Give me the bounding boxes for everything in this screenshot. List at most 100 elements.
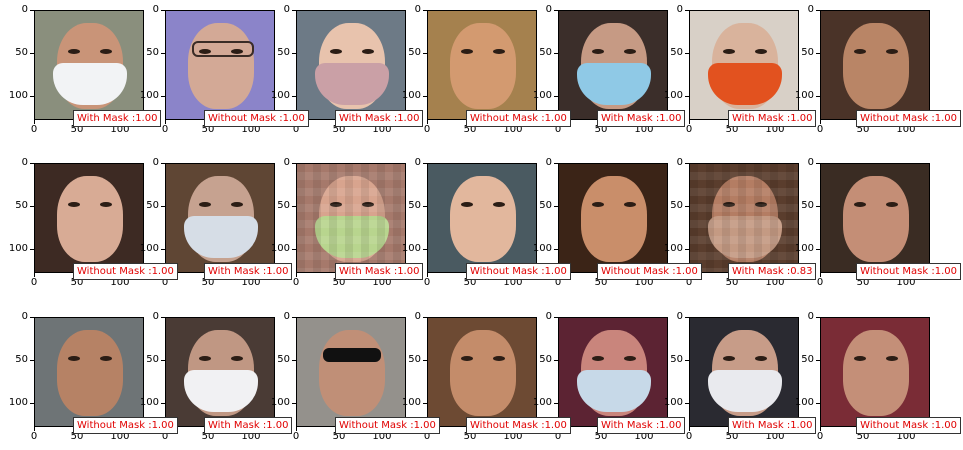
y-tick-mark [292, 402, 296, 404]
x-tick-label: 100 [241, 431, 261, 442]
y-tick-mark [816, 163, 820, 164]
x-tick-label: 50 [725, 124, 739, 135]
face-shape [450, 330, 516, 416]
mask-shape [577, 63, 651, 105]
y-tick-label: 50 [801, 199, 814, 211]
prediction-label: Without Mask :1.00 [856, 263, 961, 280]
eye-shape [330, 49, 342, 54]
eye-shape [199, 202, 211, 207]
x-tick-label: 100 [503, 124, 523, 135]
y-tick-mark [161, 52, 165, 54]
y-tick-mark [423, 10, 427, 11]
y-tick-mark [423, 205, 427, 207]
mask-shape [708, 63, 782, 105]
prediction-label: With Mask :0.83 [728, 263, 817, 280]
prediction-panel: 0 50 100 0 50 100 With Mask :1.00 [131, 153, 293, 293]
x-tick-label: 50 [725, 277, 739, 288]
prediction-panel: 0 50 100 0 50 100 Without Mask :1.00 [393, 307, 571, 447]
y-tick-label: 100 [8, 242, 28, 254]
y-tick-mark [554, 402, 558, 404]
x-tick-label: 100 [896, 431, 916, 442]
y-tick-mark [685, 10, 689, 11]
face-image [820, 163, 930, 273]
eye-shape [68, 202, 80, 207]
eye-shape [854, 49, 866, 54]
x-tick-label: 0 [292, 124, 300, 135]
eye-shape [199, 356, 211, 361]
x-tick-mark [34, 427, 35, 431]
face-shape [188, 23, 254, 109]
x-tick-label: 0 [685, 277, 693, 288]
eye-shape [100, 356, 112, 361]
y-tick-mark [423, 359, 427, 361]
prediction-label: Without Mask :1.00 [856, 417, 961, 434]
x-tick-label: 0 [554, 124, 562, 135]
eye-shape [493, 202, 505, 207]
x-tick-label: 50 [594, 277, 608, 288]
prediction-label: Without Mask :1.00 [73, 263, 178, 280]
x-tick-label: 50 [856, 277, 870, 288]
y-tick-label: 100 [794, 242, 814, 254]
y-tick-mark [30, 52, 34, 54]
y-tick-label: 100 [270, 89, 290, 101]
y-tick-label: 50 [539, 353, 552, 365]
y-tick-label: 100 [270, 396, 290, 408]
x-tick-label: 0 [816, 431, 824, 442]
y-tick-label: 100 [401, 396, 421, 408]
face-image [165, 10, 275, 120]
y-tick-label: 50 [277, 46, 290, 58]
face-image [558, 163, 668, 273]
y-tick-label: 50 [408, 199, 421, 211]
mask-shape [184, 216, 258, 258]
y-tick-mark [423, 402, 427, 404]
y-tick-label: 50 [408, 353, 421, 365]
x-tick-label: 100 [241, 124, 261, 135]
y-tick-mark [30, 402, 34, 404]
y-tick-label: 50 [277, 353, 290, 365]
y-tick-label: 100 [663, 242, 683, 254]
eye-shape [493, 356, 505, 361]
y-tick-label: 0 [283, 4, 290, 15]
y-tick-mark [816, 10, 820, 11]
prediction-label: Without Mask :1.00 [204, 110, 309, 127]
mask-shape [53, 63, 127, 105]
y-tick-mark [161, 317, 165, 318]
x-tick-mark [427, 273, 428, 277]
y-tick-mark [161, 248, 165, 250]
prediction-panel: 0 50 100 0 50 100 With Mask :1.00 [0, 0, 162, 140]
prediction-panel: 0 50 100 0 50 100 Without Mask :1.00 [786, 153, 961, 293]
mask-shape [708, 216, 782, 258]
x-tick-label: 100 [765, 277, 785, 288]
x-tick-mark [689, 427, 690, 431]
mask-shape [315, 216, 389, 258]
y-tick-mark [30, 10, 34, 11]
x-tick-label: 0 [292, 431, 300, 442]
face-image [689, 163, 799, 273]
y-tick-label: 50 [670, 46, 683, 58]
mask-shape [315, 63, 389, 105]
eye-shape [886, 356, 898, 361]
y-tick-mark [554, 52, 558, 54]
y-tick-label: 50 [277, 199, 290, 211]
face-shape [581, 176, 647, 262]
y-tick-label: 0 [21, 311, 28, 322]
y-tick-mark [30, 163, 34, 164]
y-tick-mark [161, 205, 165, 207]
eye-shape [100, 202, 112, 207]
face-image [427, 163, 537, 273]
face-image [427, 10, 537, 120]
y-tick-label: 100 [8, 89, 28, 101]
y-tick-mark [816, 205, 820, 207]
eye-shape [886, 202, 898, 207]
y-tick-mark [30, 95, 34, 97]
y-tick-label: 0 [21, 4, 28, 15]
y-tick-label: 100 [532, 89, 552, 101]
prediction-panel: 0 50 100 0 50 100 Without Mask :1.00 [0, 307, 178, 447]
y-tick-label: 0 [152, 157, 159, 168]
prediction-panel: 0 50 100 0 50 100 Without Mask :1.00 [131, 0, 309, 140]
x-tick-label: 50 [70, 124, 84, 135]
x-tick-label: 50 [856, 124, 870, 135]
prediction-label: Without Mask :1.00 [597, 263, 702, 280]
x-tick-label: 50 [725, 431, 739, 442]
face-shape [450, 176, 516, 262]
